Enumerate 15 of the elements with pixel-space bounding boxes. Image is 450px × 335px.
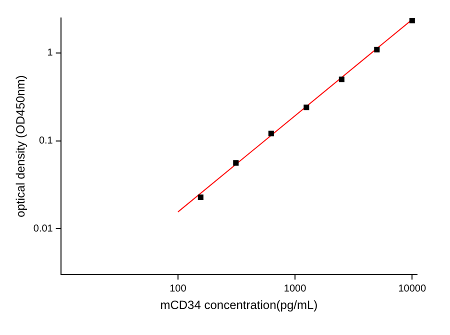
point <box>304 104 310 110</box>
y-tick-label: 0.1 <box>38 136 54 147</box>
y-tick-label: 1 <box>47 48 54 59</box>
point <box>198 194 204 200</box>
x-tick-label: 100 <box>170 283 187 294</box>
x-tick-label: 10000 <box>398 283 426 294</box>
x-tick-label: 1000 <box>284 283 307 294</box>
point <box>233 160 239 166</box>
y-axis-title: optical density (OD450nm) <box>14 75 28 218</box>
point <box>409 18 415 24</box>
x-axis-title: mCD34 concentration(pg/mL) <box>160 298 318 312</box>
point <box>338 76 344 82</box>
point <box>374 46 380 52</box>
y-tick-label: 0.01 <box>33 223 54 234</box>
point <box>268 130 274 136</box>
